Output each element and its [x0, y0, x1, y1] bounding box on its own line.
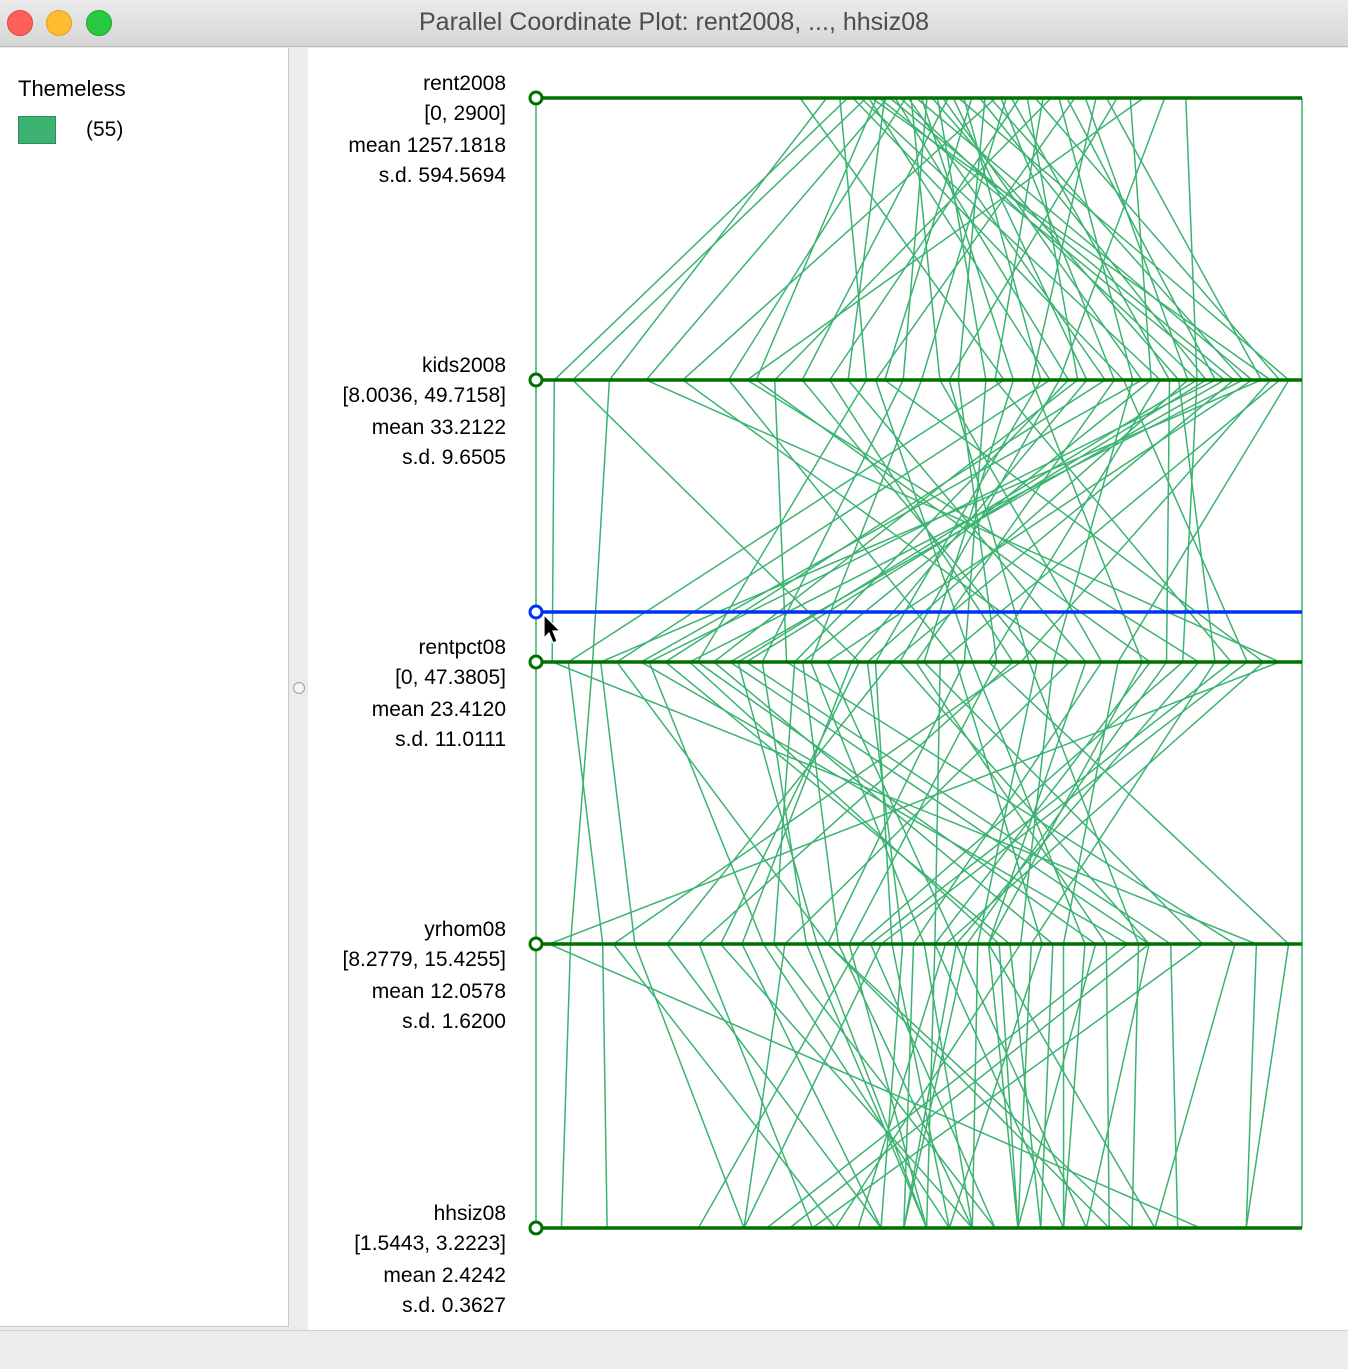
- axis-name: kids2008: [422, 354, 506, 377]
- axis-mean: mean 33.2122: [372, 416, 506, 439]
- legend-color-swatch[interactable]: [18, 116, 56, 144]
- legend-title: Themeless: [18, 76, 126, 101]
- axis-label-hhsiz08: hhsiz08 [1.5443, 3.2223] mean 2.4242 s.d. 0…: [354, 1202, 506, 1317]
- zoom-window-button[interactable]: [86, 10, 112, 36]
- axis-drag-handle-icon[interactable]: [528, 936, 544, 952]
- axis-mean: mean 1257.1818: [348, 134, 506, 157]
- axis-mean: mean 12.0578: [372, 980, 506, 1003]
- axis-name: rentpct08: [418, 636, 506, 659]
- legend-count: (55): [86, 118, 124, 141]
- axis-name: yrhom08: [424, 918, 506, 941]
- axis-mean: mean 23.4120: [372, 698, 506, 721]
- axis-drag-handle-icon[interactable]: [528, 372, 544, 388]
- axis-sd: s.d. 9.6505: [402, 446, 506, 469]
- parallel-coordinate-plot[interactable]: rent2008 [0, 2900] mean 1257.1818 s.d. 594.…: [308, 48, 1348, 1330]
- mouse-pointer-icon: [543, 613, 562, 644]
- window-title: Parallel Coordinate Plot: rent2008, ...,…: [418, 8, 930, 36]
- axis-sd: s.d. 11.0111: [395, 728, 506, 751]
- axis-drag-handle-icon[interactable]: [528, 1220, 544, 1236]
- axis-name: rent2008: [423, 72, 506, 95]
- axis-range: [0, 47.3805]: [395, 666, 506, 689]
- axis-sd: s.d. 594.5694: [379, 164, 507, 187]
- axis-sd: s.d. 0.3627: [402, 1294, 506, 1317]
- dragged-axis-handle-icon[interactable]: [528, 604, 544, 620]
- close-window-button[interactable]: [7, 10, 33, 36]
- axis-sd: s.d. 1.6200: [402, 1010, 506, 1033]
- axis-range: [8.2779, 15.4255]: [343, 948, 506, 971]
- title-bar: Parallel Coordinate Plot: rent2008, ...,…: [0, 0, 1348, 47]
- axis-label-rentpct08: rentpct08 [0, 47.3805] mean 23.4120 s.d. 11…: [372, 636, 506, 751]
- axis-range: [0, 2900]: [424, 102, 506, 125]
- splitter-handle-icon[interactable]: [293, 682, 305, 694]
- status-bar: [0, 1330, 1348, 1369]
- variable-axes[interactable]: [528, 90, 1302, 1236]
- axis-range: [8.0036, 49.7158]: [343, 384, 506, 407]
- legend-pane: Themeless (55): [0, 48, 289, 1327]
- axis-name: hhsiz08: [434, 1202, 506, 1225]
- pane-splitter[interactable]: [290, 48, 306, 1326]
- axis-label-kids2008: kids2008 [8.0036, 49.7158] mean 33.2122 s.d…: [343, 354, 506, 469]
- axis-label-yrhom08: yrhom08 [8.2779, 15.4255] mean 12.0578 s.d.…: [343, 918, 506, 1033]
- axis-labels: rent2008 [0, 2900] mean 1257.1818 s.d. 594.…: [343, 72, 507, 1317]
- drag-overlay[interactable]: [528, 604, 1302, 644]
- axis-drag-handle-icon[interactable]: [528, 654, 544, 670]
- axis-drag-handle-icon[interactable]: [528, 90, 544, 106]
- axis-mean: mean 2.4242: [383, 1264, 506, 1287]
- minimize-window-button[interactable]: [46, 10, 72, 36]
- plot-pane[interactable]: rent2008 [0, 2900] mean 1257.1818 s.d. 594.…: [308, 48, 1348, 1330]
- axis-label-rent2008: rent2008 [0, 2900] mean 1257.1818 s.d. 594.…: [348, 72, 506, 187]
- axis-range: [1.5443, 3.2223]: [354, 1232, 506, 1255]
